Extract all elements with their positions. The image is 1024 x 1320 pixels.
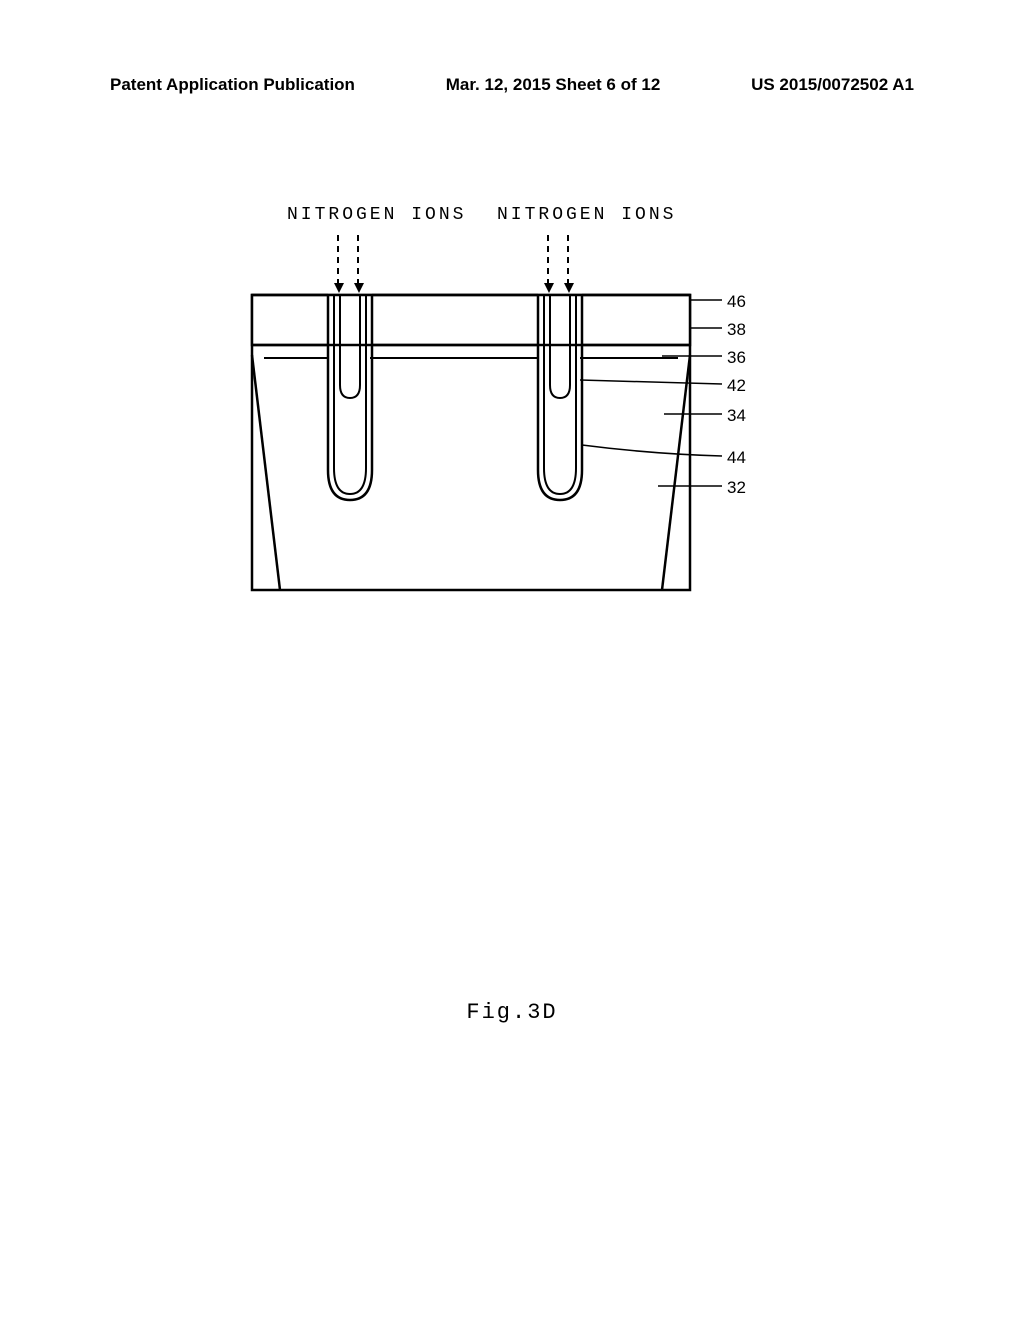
ref-46: 46 [727,292,746,312]
header-right: US 2015/0072502 A1 [751,75,914,95]
figure-label: Fig.3D [466,1000,557,1025]
diagram: NITROGEN IONS NITROGEN IONS [232,210,792,630]
header-middle: Mar. 12, 2015 Sheet 6 of 12 [446,75,661,95]
ref-44: 44 [727,448,746,468]
header-left: Patent Application Publication [110,75,355,95]
ref-38: 38 [727,320,746,340]
ref-34: 34 [727,406,746,426]
ref-32: 32 [727,478,746,498]
ref-36: 36 [727,348,746,368]
cross-section-svg [232,210,792,610]
ref-42: 42 [727,376,746,396]
